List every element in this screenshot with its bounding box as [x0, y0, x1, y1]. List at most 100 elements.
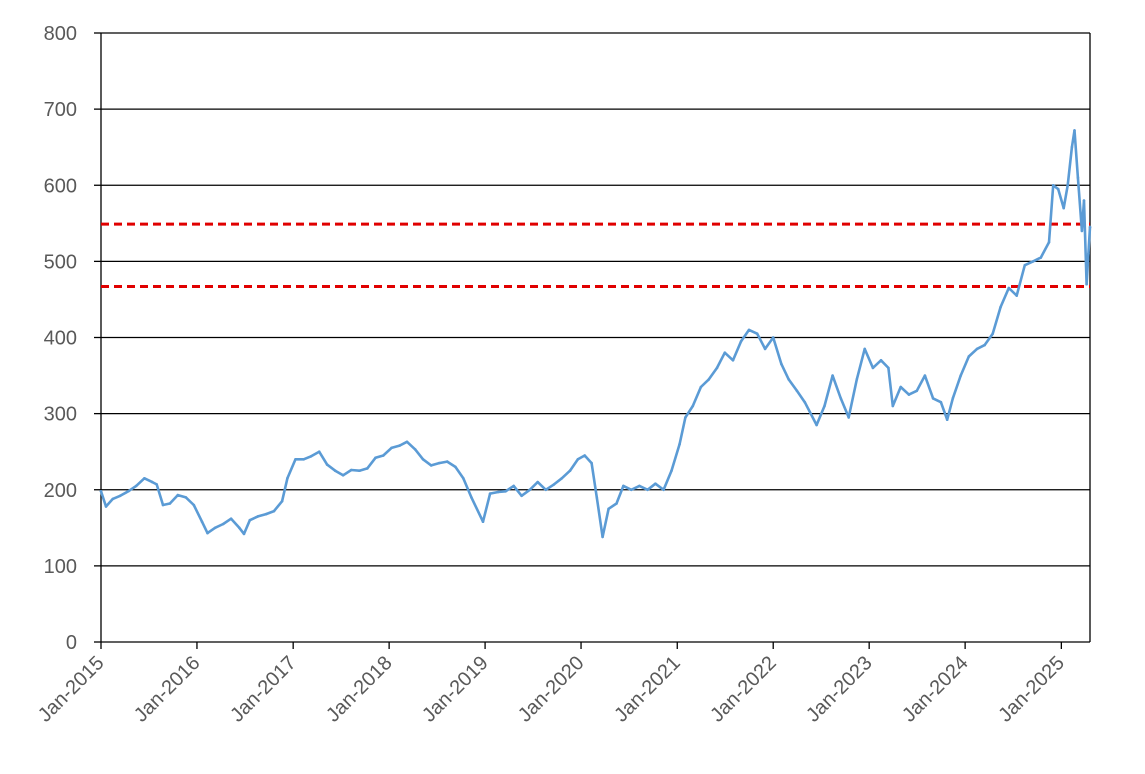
- data-point: [739, 340, 743, 343]
- data-point: [899, 385, 902, 389]
- data-point: [454, 465, 457, 469]
- data-point: [280, 499, 284, 503]
- data-point: [127, 490, 130, 493]
- data-point: [991, 332, 994, 336]
- data-point: [847, 416, 850, 419]
- data-point: [111, 497, 115, 501]
- data-point: [462, 477, 465, 480]
- data-point: [615, 502, 618, 505]
- data-point: [481, 520, 485, 523]
- data-point: [583, 454, 586, 457]
- data-point: [155, 483, 158, 486]
- y-tick-label: 100: [44, 556, 77, 578]
- data-point: [1085, 282, 1088, 286]
- data-point: [1073, 129, 1076, 132]
- data-point: [731, 359, 735, 362]
- data-point: [242, 532, 246, 536]
- x-tick-label: Jan-2015: [34, 652, 109, 727]
- data-point: [691, 404, 695, 408]
- data-point: [607, 507, 610, 511]
- data-point: [678, 442, 681, 446]
- data-point: [931, 397, 935, 400]
- data-point: [863, 347, 866, 351]
- data-point: [999, 305, 1002, 309]
- data-point: [1047, 241, 1051, 244]
- data-point: [99, 490, 103, 493]
- data-point: [923, 374, 927, 377]
- data-point: [915, 389, 919, 393]
- data-point: [1031, 260, 1035, 263]
- data-point: [1056, 187, 1060, 191]
- data-point: [654, 482, 657, 486]
- data-point: [576, 458, 580, 461]
- x-tick-label: Jan-2025: [994, 652, 1069, 727]
- data-point: [1007, 286, 1011, 290]
- data-point: [382, 454, 385, 457]
- data-point: [488, 492, 492, 495]
- x-tick-label: Jan-2021: [610, 652, 685, 727]
- data-point: [229, 517, 233, 520]
- axes: [94, 32, 1091, 649]
- data-point: [151, 480, 154, 484]
- data-point: [763, 347, 767, 351]
- x-tick-label: Jan-2024: [898, 652, 973, 727]
- data-point: [143, 477, 146, 480]
- data-point: [184, 496, 188, 499]
- data-point: [630, 488, 633, 492]
- data-point: [134, 484, 138, 488]
- data-point: [1015, 294, 1018, 297]
- x-tick-label: Jan-2023: [802, 652, 877, 727]
- data-point: [496, 490, 500, 494]
- data-point: [595, 496, 599, 499]
- data-point: [302, 458, 306, 461]
- data-point: [560, 477, 564, 480]
- data-point: [238, 526, 241, 530]
- data-point: [879, 359, 883, 362]
- data-point: [221, 522, 225, 526]
- data-point: [755, 332, 759, 336]
- data-point: [429, 464, 433, 467]
- data-point: [317, 450, 321, 454]
- x-tick-label: Jan-2022: [706, 652, 781, 727]
- data-point: [1051, 184, 1055, 187]
- data-point: [309, 455, 313, 458]
- x-tick-label: Jan-2016: [130, 652, 205, 727]
- data-point: [823, 404, 826, 408]
- gridlines: [101, 32, 1090, 567]
- data-point: [437, 461, 441, 465]
- data-point: [350, 468, 353, 472]
- data-point: [871, 366, 875, 370]
- data-point: [1087, 252, 1090, 256]
- x-tick-label: Jan-2019: [418, 652, 493, 727]
- data-point: [684, 416, 687, 419]
- data-point: [264, 512, 268, 516]
- series-group: [99, 129, 1092, 539]
- y-tick-label: 200: [44, 480, 77, 502]
- data-point: [118, 494, 122, 498]
- data-point: [907, 393, 911, 396]
- data-point: [1076, 176, 1080, 179]
- data-point: [390, 446, 393, 450]
- data-point: [192, 503, 196, 507]
- data-point: [715, 366, 719, 370]
- x-tick-label: Jan-2018: [322, 652, 397, 727]
- data-point: [333, 469, 337, 473]
- data-point: [520, 494, 523, 498]
- data-point: [272, 509, 276, 513]
- data-point: [168, 502, 172, 505]
- data-point: [568, 469, 572, 473]
- data-point: [552, 483, 556, 486]
- data-point: [975, 347, 979, 351]
- data-point: [795, 389, 799, 393]
- data-point: [256, 515, 260, 518]
- data-point: [1066, 184, 1069, 187]
- y-tick-label: 400: [44, 328, 77, 350]
- data-point: [528, 488, 532, 492]
- y-axis-tick-labels: 0 100 200 300 400 500 600 700 800: [44, 23, 77, 654]
- data-point: [294, 458, 297, 461]
- data-point: [959, 374, 962, 377]
- data-point: [1023, 263, 1027, 267]
- data-point: [286, 477, 289, 480]
- y-tick-label: 700: [44, 99, 77, 121]
